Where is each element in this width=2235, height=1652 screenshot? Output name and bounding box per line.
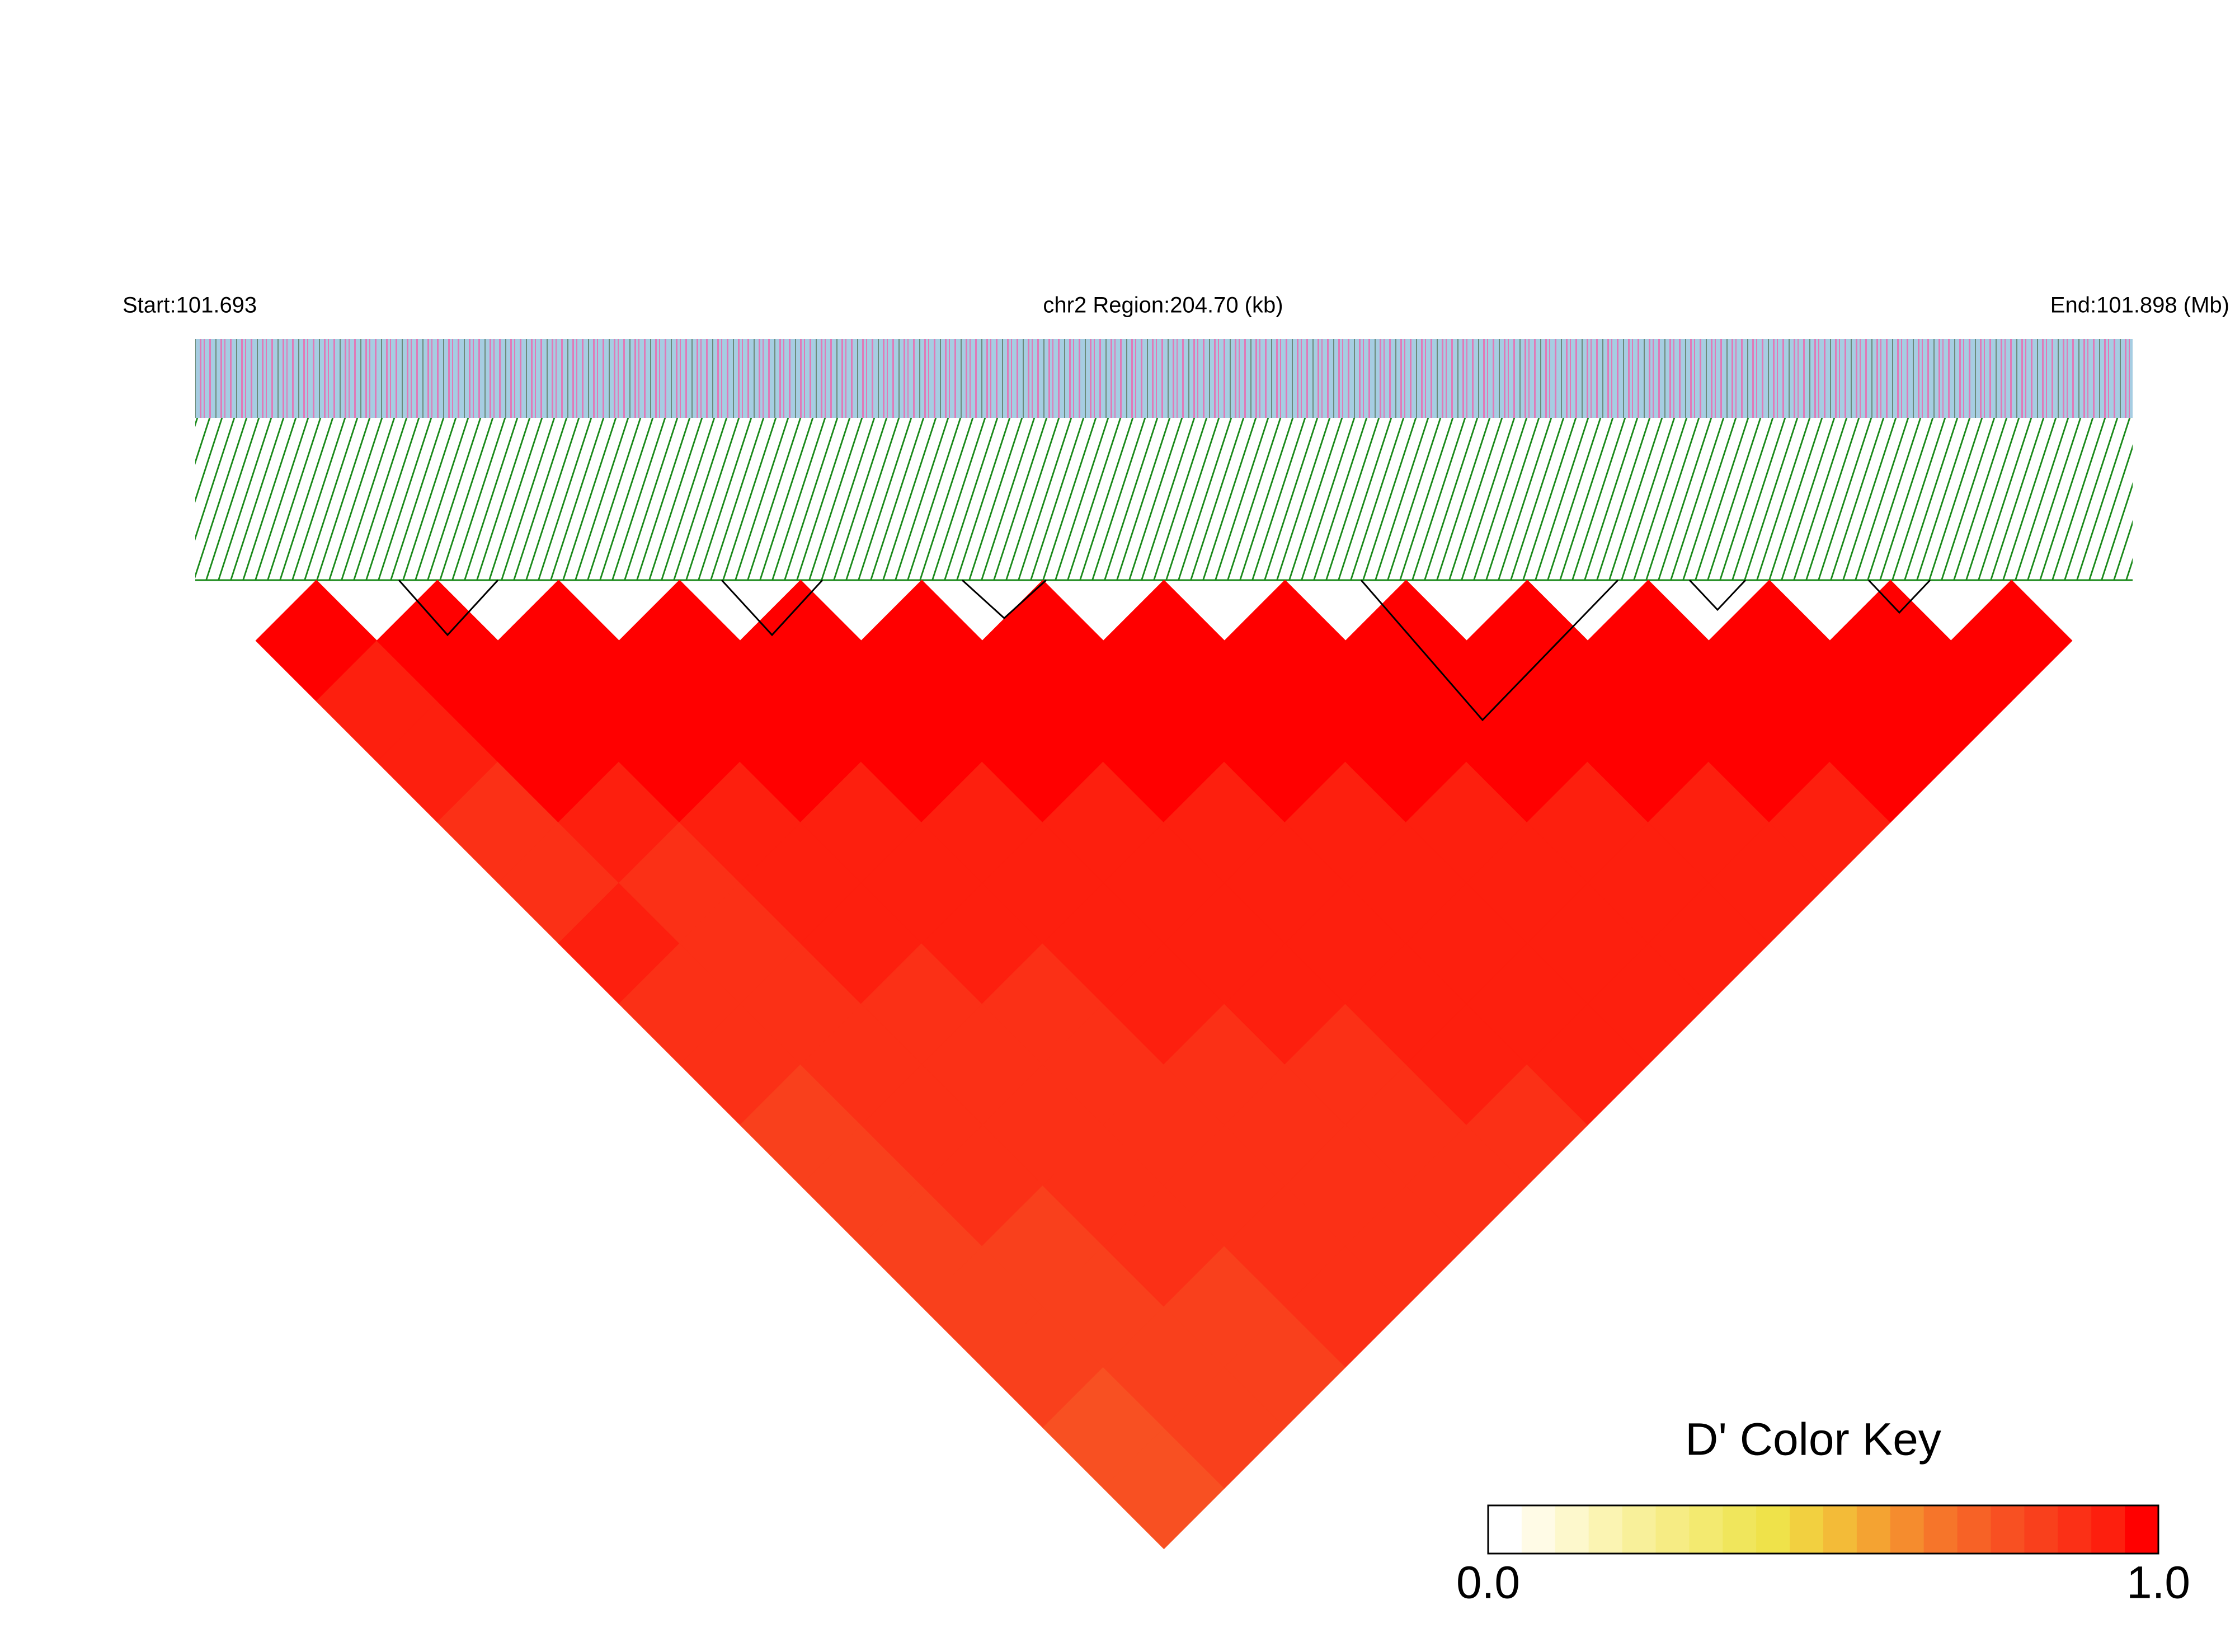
color-key-swatch [1923,1505,1958,1554]
color-key-swatch [1723,1505,1757,1554]
key-title: D' Color Key [1685,1414,1941,1465]
haplotype-blocks [398,579,1931,722]
color-key: 0.0 1.0 [1456,1504,2190,1608]
block-outline [721,579,824,637]
key-tick-label: 0.0 [1456,1557,1520,1608]
block-outline [1688,579,1747,611]
color-key-swatch [2024,1505,2058,1554]
color-key-swatch [1588,1505,1623,1554]
block-outline [1360,579,1619,722]
color-key-swatch [1890,1505,1925,1554]
end-label: End:101.898 (Mb) [2050,293,2229,318]
color-key-frame [1487,1504,2159,1555]
color-key-swatch [2058,1505,2092,1554]
color-key-swatch [1756,1505,1790,1554]
region-label: chr2 Region:204.70 (kb) [1043,293,1283,318]
snp-connectors [195,418,2133,580]
start-label: Start:101.693 [123,293,257,318]
color-key-swatch [1555,1505,1589,1554]
color-key-swatch [1823,1505,1857,1554]
key-tick-label: 1.0 [2126,1557,2190,1608]
color-key-swatch [1488,1505,1522,1554]
color-key-swatch [1689,1505,1723,1554]
heatmap [255,580,2073,1550]
block-outline [1867,579,1931,614]
color-key-swatch [1790,1505,1824,1554]
color-key-swatch [2125,1505,2159,1554]
color-key-swatch [1991,1505,2025,1554]
ld-cell [1950,580,2073,702]
color-key-swatch [1622,1505,1656,1554]
color-key-swatch [1856,1505,1891,1554]
color-key-swatch [1655,1505,1690,1554]
block-outline [398,579,499,637]
color-key-swatch [2091,1505,2125,1554]
color-key-swatch [1957,1505,1991,1554]
snp-track [195,339,2133,418]
color-key-swatch [1521,1505,1556,1554]
block-outline [961,579,1047,620]
